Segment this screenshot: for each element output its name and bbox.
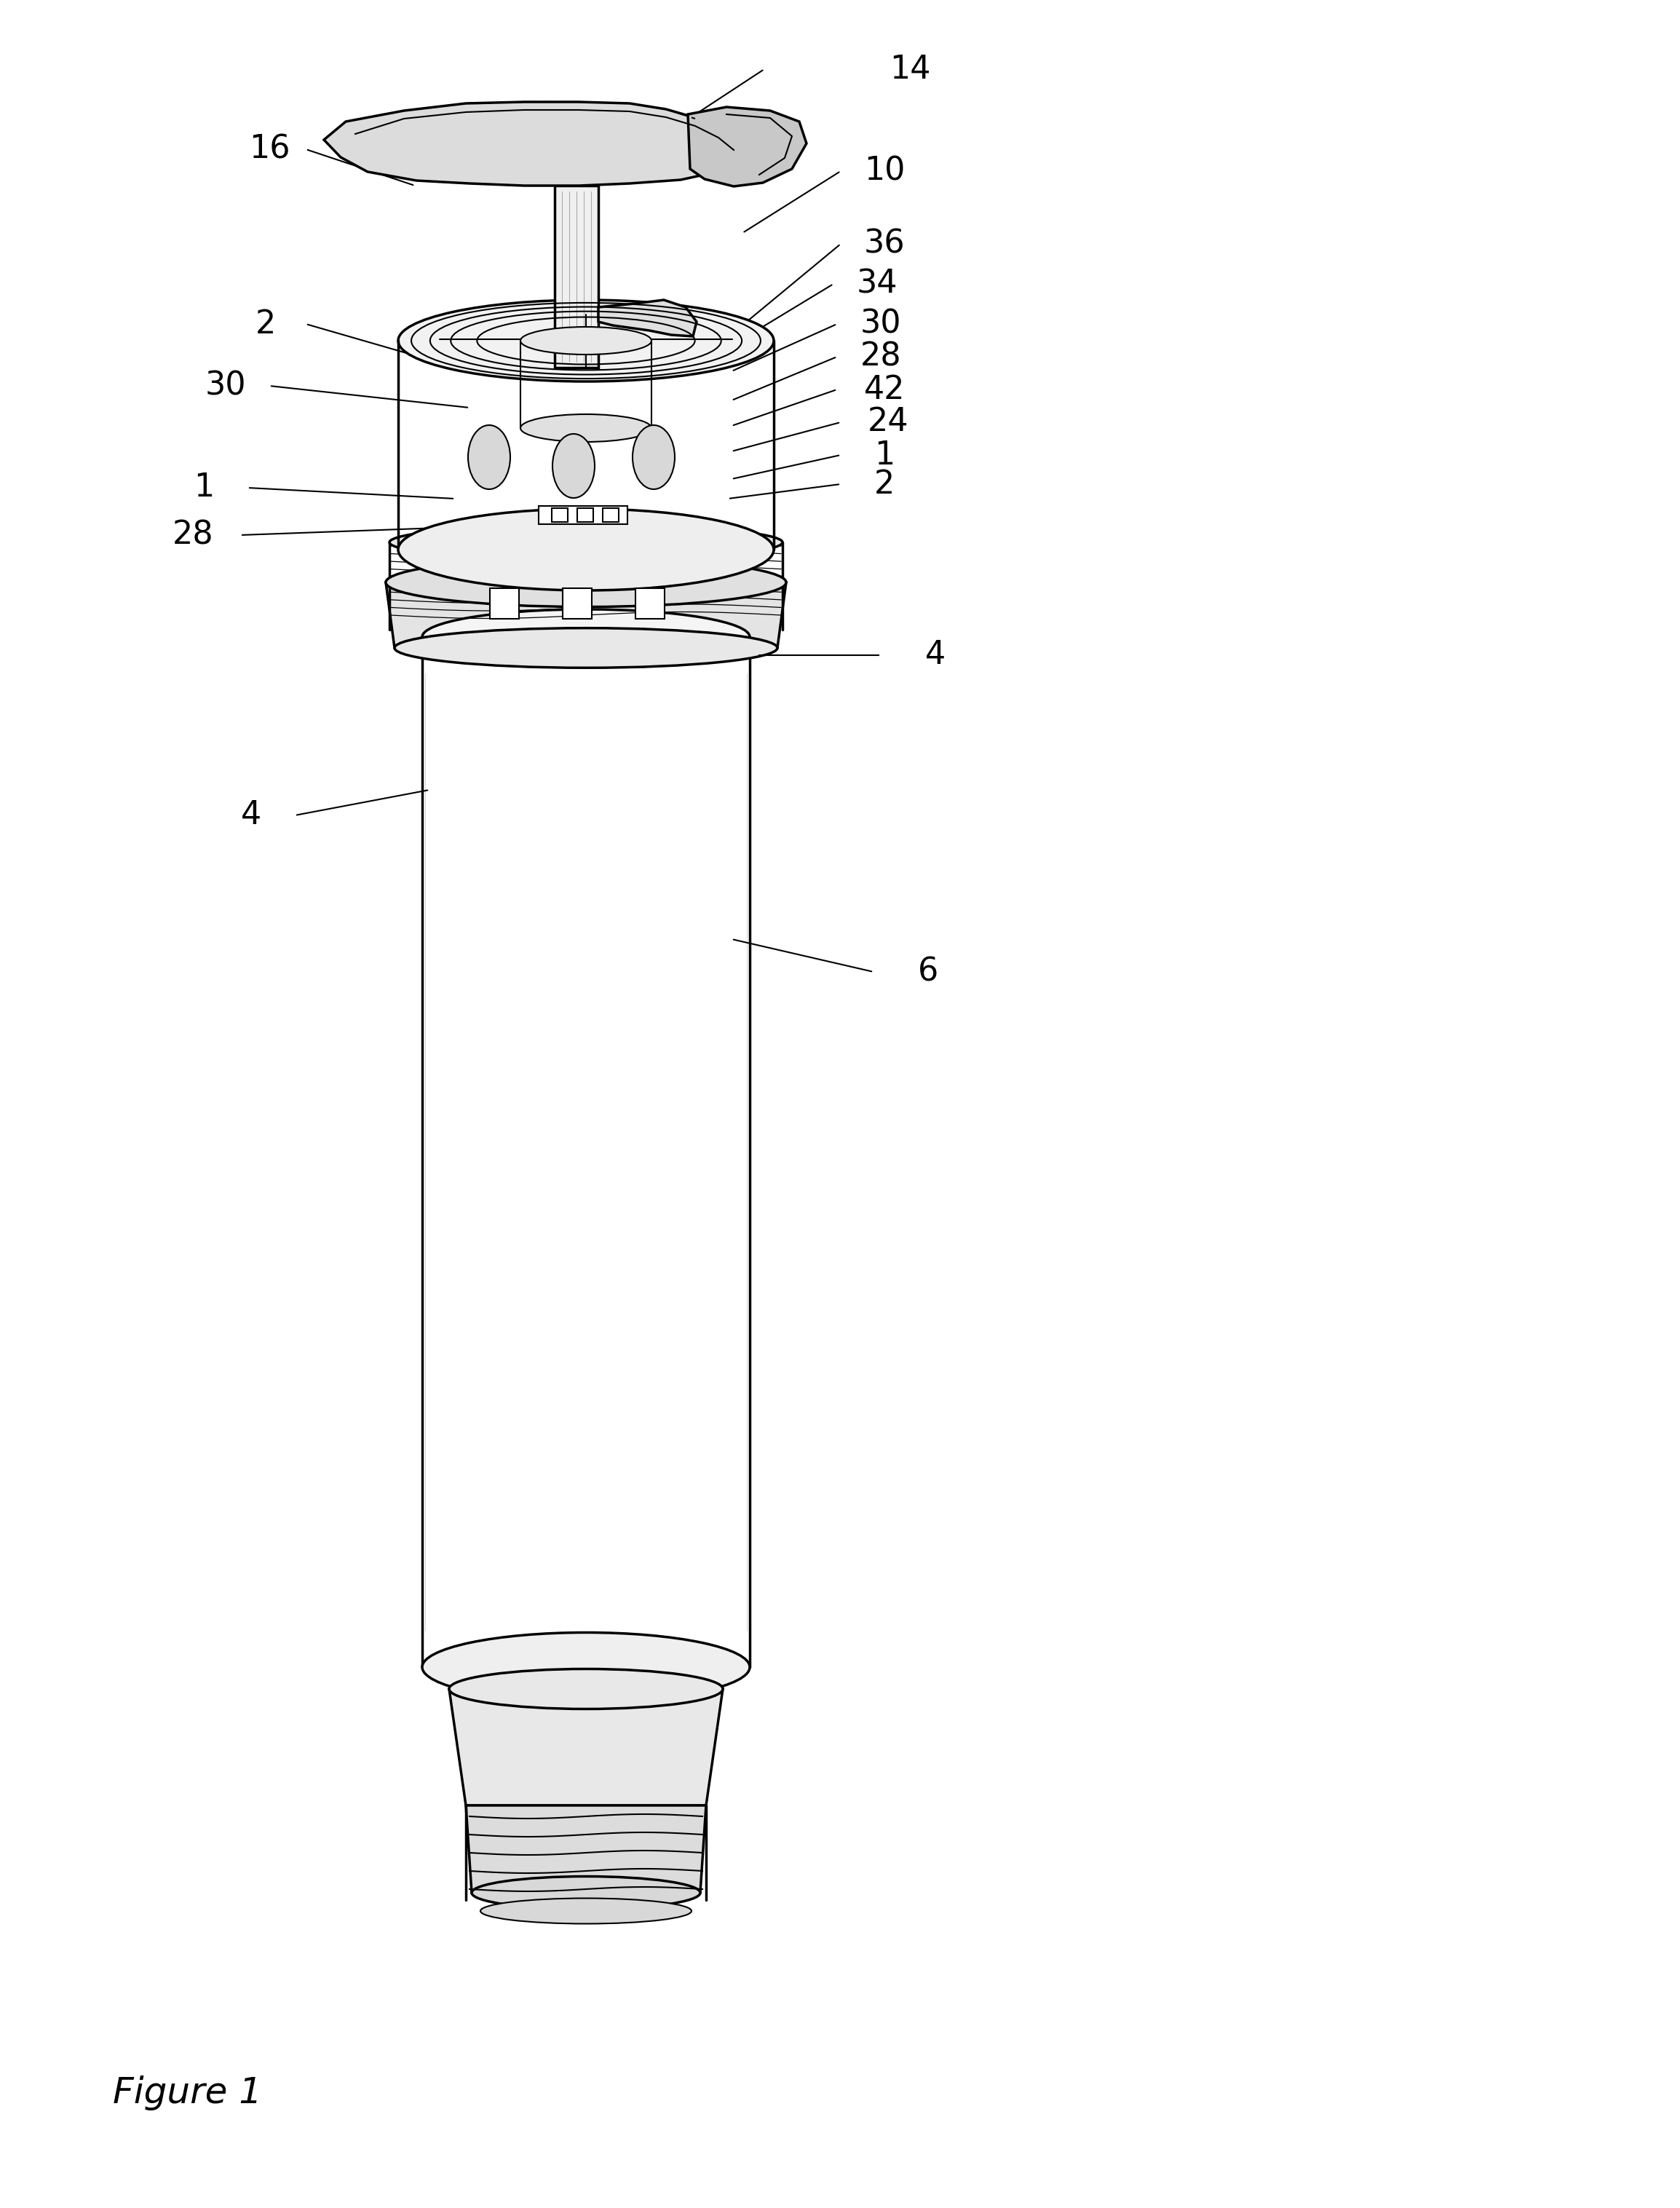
Text: 24: 24 <box>867 406 909 437</box>
Polygon shape <box>449 1689 722 1806</box>
Polygon shape <box>554 185 598 369</box>
Ellipse shape <box>398 300 774 382</box>
Text: 2: 2 <box>255 309 276 340</box>
Text: 28: 28 <box>860 340 902 373</box>
Text: 30: 30 <box>860 309 902 340</box>
Polygon shape <box>551 508 568 521</box>
Text: 1: 1 <box>874 439 895 470</box>
Ellipse shape <box>395 627 778 667</box>
Ellipse shape <box>480 1899 692 1923</box>
Text: 1: 1 <box>193 473 213 503</box>
Ellipse shape <box>633 426 675 490</box>
Text: 2: 2 <box>874 468 895 499</box>
Ellipse shape <box>390 526 783 561</box>
Ellipse shape <box>449 1669 722 1709</box>
Polygon shape <box>603 508 618 521</box>
Polygon shape <box>687 106 806 185</box>
Text: 34: 34 <box>857 267 897 300</box>
Ellipse shape <box>553 435 595 499</box>
Text: 6: 6 <box>917 956 939 987</box>
Ellipse shape <box>422 1632 749 1702</box>
Text: 28: 28 <box>173 519 213 550</box>
Polygon shape <box>465 1806 706 1892</box>
Text: 4: 4 <box>926 640 946 671</box>
Polygon shape <box>635 587 665 618</box>
Polygon shape <box>598 300 697 336</box>
Polygon shape <box>563 587 591 618</box>
Polygon shape <box>539 506 627 523</box>
Text: 4: 4 <box>240 799 262 830</box>
Text: 10: 10 <box>864 155 906 188</box>
Text: 36: 36 <box>864 227 906 261</box>
Ellipse shape <box>469 426 511 490</box>
Text: 42: 42 <box>864 373 906 404</box>
Text: Figure 1: Figure 1 <box>113 2076 262 2111</box>
Ellipse shape <box>521 415 652 442</box>
Ellipse shape <box>386 559 786 607</box>
Polygon shape <box>491 587 519 618</box>
Text: 14: 14 <box>889 53 931 84</box>
Text: 16: 16 <box>249 135 291 166</box>
Ellipse shape <box>398 508 774 590</box>
Polygon shape <box>386 583 786 647</box>
Ellipse shape <box>422 609 749 665</box>
Ellipse shape <box>472 1877 701 1910</box>
Polygon shape <box>324 102 746 185</box>
Ellipse shape <box>521 327 652 355</box>
Polygon shape <box>578 508 593 521</box>
Text: 30: 30 <box>205 371 247 402</box>
